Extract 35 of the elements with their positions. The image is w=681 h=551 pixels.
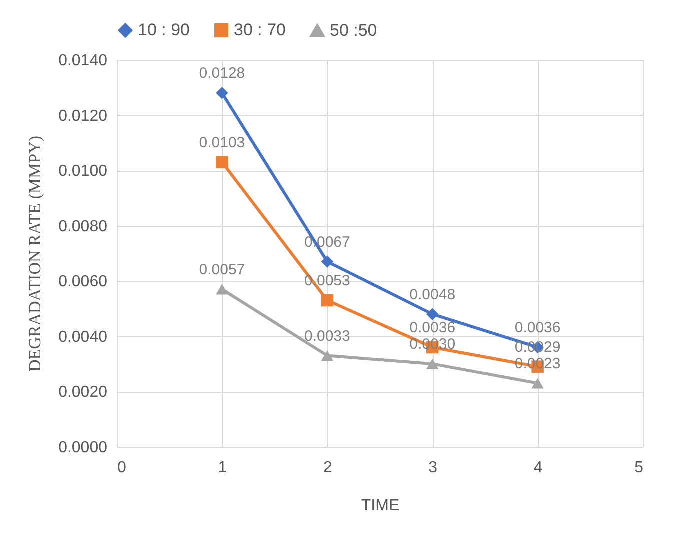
legend-label: 10 : 90 xyxy=(138,20,190,40)
x-tick-label: 0 xyxy=(118,460,126,476)
x-tick-label: 2 xyxy=(323,460,332,476)
point xyxy=(321,350,334,362)
data-label: 0.0103 xyxy=(199,134,246,152)
point xyxy=(216,156,228,168)
y-tick-label: 0.0040 xyxy=(58,328,108,346)
data-label: 0.0033 xyxy=(304,328,350,345)
point xyxy=(426,308,439,320)
point xyxy=(321,256,334,268)
data-label: 0.0057 xyxy=(199,261,246,278)
legend-label: 50 :50 xyxy=(330,20,378,40)
data-label: 0.0036 xyxy=(514,319,561,336)
x-tick-label: 5 xyxy=(634,460,644,476)
data-label: 0.0128 xyxy=(199,65,246,82)
y-tick-label: 0.0100 xyxy=(58,163,108,180)
x-tick-label: 4 xyxy=(534,460,543,476)
legend-label: 30 : 70 xyxy=(234,20,286,40)
x-tick-label: 3 xyxy=(428,460,438,476)
y-tick-label: 0.0080 xyxy=(58,218,108,236)
y-axis-title: DEGRADATION RATE (MMPY) xyxy=(26,136,45,372)
y-tick-label: 0.0140 xyxy=(58,52,108,70)
point xyxy=(321,294,334,307)
y-tick-label: 0.0020 xyxy=(58,384,108,402)
point xyxy=(426,358,439,370)
x-axis-title: TIME xyxy=(361,498,400,514)
data-label: 0.0036 xyxy=(410,319,456,336)
y-tick-label: 0.0000 xyxy=(58,440,108,456)
y-tick-label: 0.0060 xyxy=(58,274,108,291)
y-tick-label: 0.0120 xyxy=(58,108,108,125)
point xyxy=(216,87,228,100)
data-label: 0.0048 xyxy=(410,286,456,304)
x-tick-label: 1 xyxy=(218,460,228,476)
point xyxy=(532,378,544,389)
point xyxy=(216,284,228,295)
